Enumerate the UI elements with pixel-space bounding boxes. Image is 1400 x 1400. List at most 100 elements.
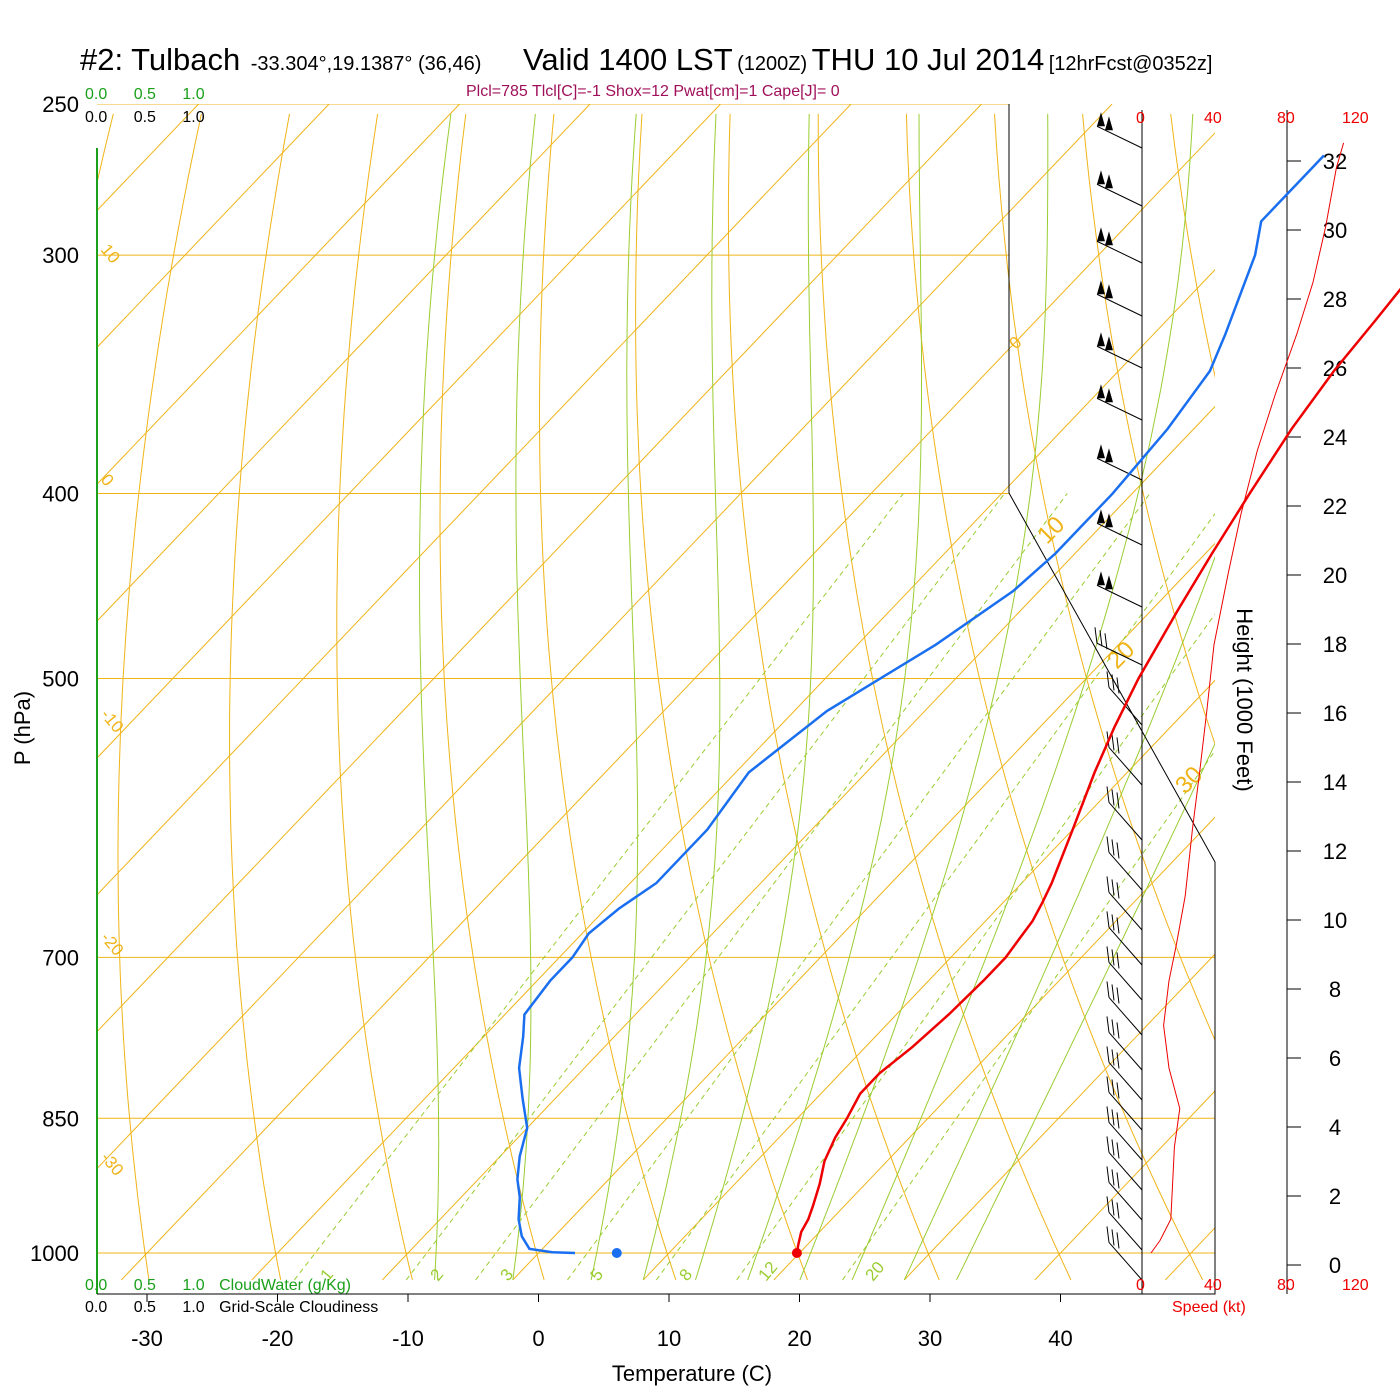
wind-barb-feather (1116, 987, 1120, 1004)
dry-adiabat (1170, 113, 1215, 379)
cloud-tick: 1.0 (182, 1299, 205, 1316)
wind-barb-feather (1106, 876, 1110, 893)
wind-barb-feather (1111, 839, 1115, 856)
speed-tick-bottom: 80 (1277, 1277, 1295, 1294)
cloud-tick: 0.5 (133, 86, 156, 103)
speed-tick-bottom: 0 (1136, 1277, 1145, 1294)
wind-barb-feather (1106, 1046, 1110, 1063)
wind-barb-feather (1106, 786, 1110, 803)
wind-barb-feather (1106, 911, 1110, 928)
height-tick-label: 10 (1323, 908, 1347, 933)
wind-barb-flag (1096, 280, 1113, 299)
wind-barb-flag (1096, 332, 1113, 351)
header-row: #2: Tulbach -33.304°,19.1387° (36,46) (80, 42, 481, 78)
wind-barb-staff (1096, 345, 1143, 369)
wind-barb-feather (1106, 836, 1110, 853)
wind-barb-feather (1104, 633, 1108, 650)
y-tick-label: 700 (42, 945, 79, 970)
isotherm-line (1034, 1090, 1215, 1281)
wind-barb-feather (1111, 789, 1115, 806)
wind-barb-flag (1096, 227, 1113, 246)
moist-adiabat (903, 555, 1215, 1281)
height-tick-label: 24 (1323, 425, 1347, 450)
dry-adiabat (1082, 113, 1215, 746)
wind-barb-staff (1108, 892, 1143, 931)
isotherm-line (903, 953, 1215, 1281)
dry-adiabat (1347, 114, 1400, 1280)
wind-barb-feather (1116, 1052, 1120, 1069)
isotherm-line (97, 104, 982, 1033)
isotherm-line (97, 104, 852, 896)
height-tick-label: 22 (1323, 494, 1347, 519)
x-tick-label: 10 (657, 1326, 681, 1351)
dry-adiabat-label: -20 (97, 928, 127, 959)
wind-barb-staff (1108, 1242, 1143, 1281)
speed-profile-line (1150, 142, 1345, 1254)
wind-barb-feather (1111, 879, 1115, 896)
dry-adiabat-label: 0 (97, 470, 118, 489)
wind-barb-staff (1108, 1152, 1143, 1191)
station-coords: -33.304°,19.1387° (36,46) (250, 53, 482, 75)
height-tick-label: 32 (1323, 149, 1347, 174)
cloud-tick: 0.5 (133, 1299, 156, 1316)
cloud-tick: 1.0 (182, 1277, 205, 1294)
wind-barb-flag (1096, 444, 1113, 463)
cloudiness-scale-top: 0.0 0.5 1.0 (85, 109, 205, 127)
wind-barb-staff (1096, 125, 1143, 149)
isotherm-line (642, 679, 1215, 1281)
cloud-tick: 0.0 (85, 1299, 108, 1316)
mixing-ratio-label: 12 (755, 1258, 782, 1285)
speed-tick-bottom: 40 (1204, 1277, 1222, 1294)
sounding-params: Plcl=785 Tlcl[C]=-1 Shox=12 Pwat[cm]=1 C… (466, 83, 840, 100)
wind-barb-feather (1106, 671, 1110, 688)
x-tick-label: -30 (131, 1326, 163, 1351)
y-tick-label: 250 (42, 92, 79, 117)
wind-barb-staff (1096, 293, 1143, 317)
moist-adiabat (851, 113, 1194, 1281)
height-tick-label: 20 (1323, 563, 1347, 588)
isotherm-line (120, 132, 1215, 1281)
isotherm-line (1164, 1227, 1215, 1281)
speed-axis-label: Speed (kt) (1172, 1299, 1246, 1316)
y-tick-label: 850 (42, 1106, 79, 1131)
wind-barb-feather (1111, 949, 1115, 966)
wind-barb-feather (1116, 737, 1120, 754)
wind-barb-feather (1111, 1169, 1115, 1186)
mixing-ratio-line (475, 493, 1068, 1281)
isotherm-line (97, 104, 721, 759)
wind-barb-feather (1111, 674, 1115, 691)
cloudwater-scale-bottom: 0.0 0.5 1.0 CloudWater (g/Kg) (85, 1277, 351, 1295)
height-axis-label: Height (1000 Feet) (1232, 608, 1257, 791)
x-axis-label: Temperature (C) (612, 1361, 772, 1386)
moist-adiabat (747, 113, 922, 1281)
wind-barb-feather (1094, 627, 1098, 644)
height-tick-label: 2 (1329, 1184, 1341, 1209)
cloud-tick: 1.0 (182, 109, 205, 126)
dry-adiabat (439, 113, 545, 1281)
isotherm-line (381, 405, 1215, 1281)
wind-barb-feather (1106, 1076, 1110, 1093)
wind-barb-feather (1111, 1019, 1115, 1036)
dry-adiabat (229, 113, 290, 1280)
wind-barb-staff (1108, 852, 1143, 891)
dry-adiabat (117, 113, 202, 1280)
wind-barb-feather (1116, 952, 1120, 969)
wind-barb-staff (1108, 1092, 1143, 1131)
dry-adiabat (994, 113, 1215, 1042)
wind-barbs (1094, 112, 1143, 1281)
wind-barb-feather (1116, 882, 1120, 899)
wind-barb-feather (1116, 842, 1120, 859)
plot-frame (97, 104, 1216, 1295)
wind-barb-staff (1108, 962, 1143, 1001)
moist-adiabat (956, 742, 1215, 1281)
surface-dewpoint-marker (611, 1248, 622, 1258)
height-tick-label: 4 (1329, 1115, 1341, 1140)
header-valid: Valid 1400 LST (1200Z) THU 10 Jul 2014 [… (523, 42, 1212, 78)
dry-adiabat-label: 10 (97, 240, 124, 267)
wind-barb-feather (1116, 1202, 1120, 1219)
dry-adiabat-label: -10 (97, 705, 127, 736)
wind-barb-feather (1116, 917, 1120, 934)
wind-barb-staff (1096, 642, 1143, 666)
temperature-line (795, 287, 1400, 1254)
